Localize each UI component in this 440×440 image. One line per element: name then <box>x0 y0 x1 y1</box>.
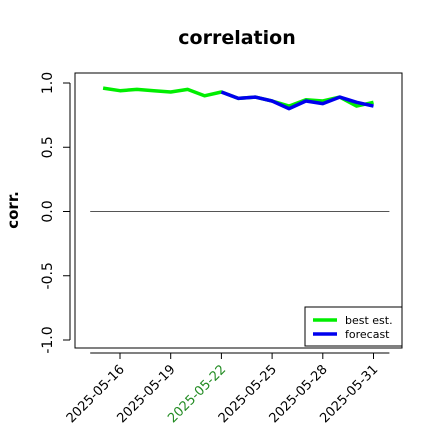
y-tick-label: -1.0 <box>40 326 56 353</box>
legend-label-forecast: forecast <box>345 328 390 341</box>
legend-box <box>304 306 403 347</box>
y-axis-label: corr. <box>4 191 22 229</box>
series-line-forecast <box>220 90 374 111</box>
plot-frame <box>74 72 403 349</box>
legend: best est. forecast <box>304 306 403 347</box>
y-tick-label: 0.5 <box>40 136 56 158</box>
legend-label-best-est: best est. <box>345 314 393 327</box>
y-tick-label: -0.5 <box>40 262 56 289</box>
y-tick-label: 0.0 <box>40 200 56 222</box>
y-tick-label: 1.0 <box>40 72 56 94</box>
chart-title: correlation <box>178 27 295 49</box>
